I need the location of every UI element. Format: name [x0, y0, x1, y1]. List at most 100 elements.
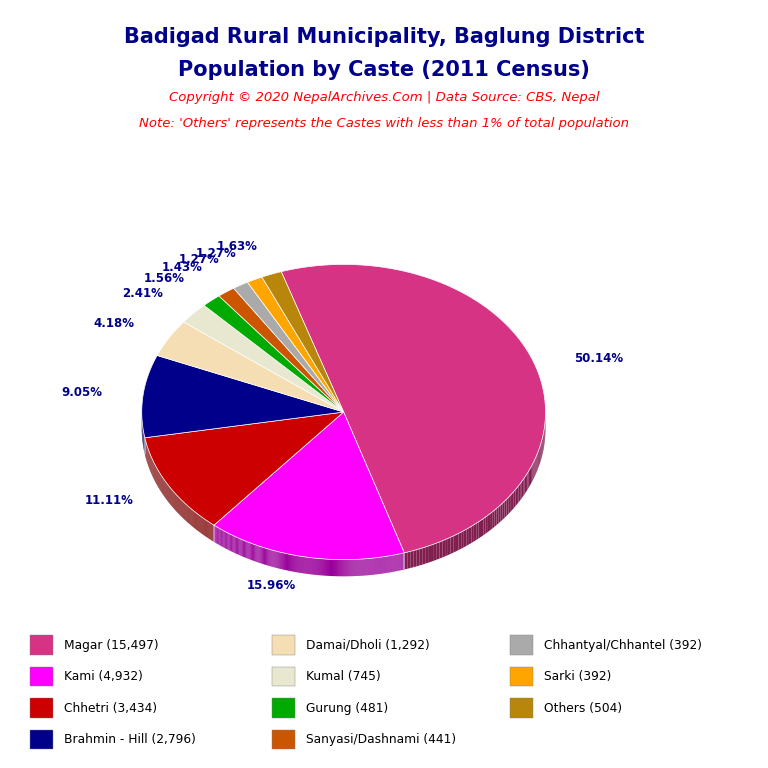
- Polygon shape: [514, 489, 515, 508]
- Polygon shape: [488, 514, 490, 532]
- Polygon shape: [431, 544, 434, 561]
- Text: Population by Caste (2011 Census): Population by Caste (2011 Census): [178, 60, 590, 80]
- Polygon shape: [343, 560, 344, 576]
- Polygon shape: [385, 556, 386, 573]
- Polygon shape: [538, 449, 539, 468]
- Text: 50.14%: 50.14%: [574, 352, 624, 365]
- Text: 9.05%: 9.05%: [61, 386, 103, 399]
- Polygon shape: [334, 559, 335, 576]
- Polygon shape: [229, 533, 230, 551]
- Polygon shape: [400, 554, 402, 571]
- Polygon shape: [340, 560, 341, 576]
- Text: 1.56%: 1.56%: [144, 272, 185, 285]
- Polygon shape: [371, 558, 372, 575]
- Text: Sanyasi/Dashnami (441): Sanyasi/Dashnami (441): [306, 733, 456, 746]
- Polygon shape: [434, 543, 437, 561]
- FancyBboxPatch shape: [272, 635, 295, 655]
- Polygon shape: [225, 531, 226, 548]
- Text: Gurung (481): Gurung (481): [306, 702, 389, 714]
- Polygon shape: [263, 548, 264, 564]
- Polygon shape: [249, 542, 250, 559]
- Polygon shape: [381, 557, 382, 574]
- Polygon shape: [296, 555, 297, 572]
- Polygon shape: [451, 536, 453, 554]
- Polygon shape: [259, 546, 260, 563]
- Polygon shape: [240, 539, 241, 556]
- Text: 1.27%: 1.27%: [179, 253, 220, 266]
- Polygon shape: [302, 557, 303, 573]
- Polygon shape: [518, 484, 520, 502]
- Polygon shape: [327, 559, 328, 576]
- Polygon shape: [474, 523, 476, 541]
- Polygon shape: [274, 551, 276, 568]
- Polygon shape: [247, 542, 249, 559]
- Polygon shape: [391, 555, 392, 572]
- Polygon shape: [351, 560, 353, 576]
- Polygon shape: [247, 277, 343, 412]
- Polygon shape: [278, 551, 280, 568]
- Polygon shape: [419, 548, 422, 565]
- Polygon shape: [393, 554, 395, 571]
- Text: 15.96%: 15.96%: [247, 579, 296, 592]
- Polygon shape: [348, 560, 349, 576]
- Polygon shape: [310, 558, 311, 574]
- FancyBboxPatch shape: [30, 667, 53, 687]
- Polygon shape: [284, 553, 285, 570]
- Polygon shape: [466, 528, 469, 546]
- Polygon shape: [362, 559, 363, 576]
- Polygon shape: [313, 558, 314, 574]
- Polygon shape: [413, 550, 416, 568]
- Text: Badigad Rural Municipality, Baglung District: Badigad Rural Municipality, Baglung Dist…: [124, 27, 644, 47]
- Polygon shape: [236, 537, 237, 554]
- Polygon shape: [321, 558, 322, 575]
- Polygon shape: [226, 532, 227, 549]
- Polygon shape: [383, 557, 385, 574]
- Polygon shape: [319, 558, 321, 575]
- Polygon shape: [497, 507, 498, 525]
- Polygon shape: [301, 556, 302, 573]
- Polygon shape: [224, 531, 225, 548]
- Polygon shape: [353, 559, 354, 576]
- Polygon shape: [437, 542, 439, 560]
- Polygon shape: [291, 554, 292, 571]
- Polygon shape: [235, 537, 236, 554]
- Polygon shape: [287, 554, 288, 571]
- Polygon shape: [386, 556, 388, 573]
- Polygon shape: [501, 503, 502, 521]
- Polygon shape: [458, 532, 462, 550]
- Polygon shape: [251, 543, 252, 560]
- Polygon shape: [453, 535, 456, 553]
- Polygon shape: [216, 526, 217, 543]
- Polygon shape: [398, 554, 399, 571]
- Polygon shape: [214, 412, 404, 560]
- Polygon shape: [215, 525, 216, 543]
- Polygon shape: [227, 533, 229, 550]
- Polygon shape: [315, 558, 316, 575]
- Polygon shape: [283, 553, 284, 570]
- Polygon shape: [300, 556, 301, 573]
- Polygon shape: [356, 559, 357, 576]
- Polygon shape: [285, 553, 286, 570]
- Polygon shape: [309, 558, 310, 574]
- Polygon shape: [243, 540, 244, 557]
- Text: Chhetri (3,434): Chhetri (3,434): [65, 702, 157, 714]
- Polygon shape: [469, 526, 472, 545]
- Polygon shape: [462, 531, 464, 548]
- Polygon shape: [241, 539, 242, 556]
- Polygon shape: [262, 272, 343, 412]
- Polygon shape: [292, 554, 293, 571]
- Polygon shape: [295, 555, 296, 572]
- Polygon shape: [204, 296, 343, 412]
- Polygon shape: [332, 559, 333, 576]
- FancyBboxPatch shape: [30, 698, 53, 718]
- Polygon shape: [498, 505, 501, 523]
- Polygon shape: [290, 554, 291, 571]
- Polygon shape: [316, 558, 317, 575]
- Polygon shape: [354, 559, 356, 576]
- Polygon shape: [373, 558, 375, 574]
- Polygon shape: [389, 555, 391, 572]
- Polygon shape: [537, 453, 538, 472]
- Polygon shape: [539, 447, 540, 465]
- Polygon shape: [314, 558, 315, 574]
- Polygon shape: [244, 541, 245, 558]
